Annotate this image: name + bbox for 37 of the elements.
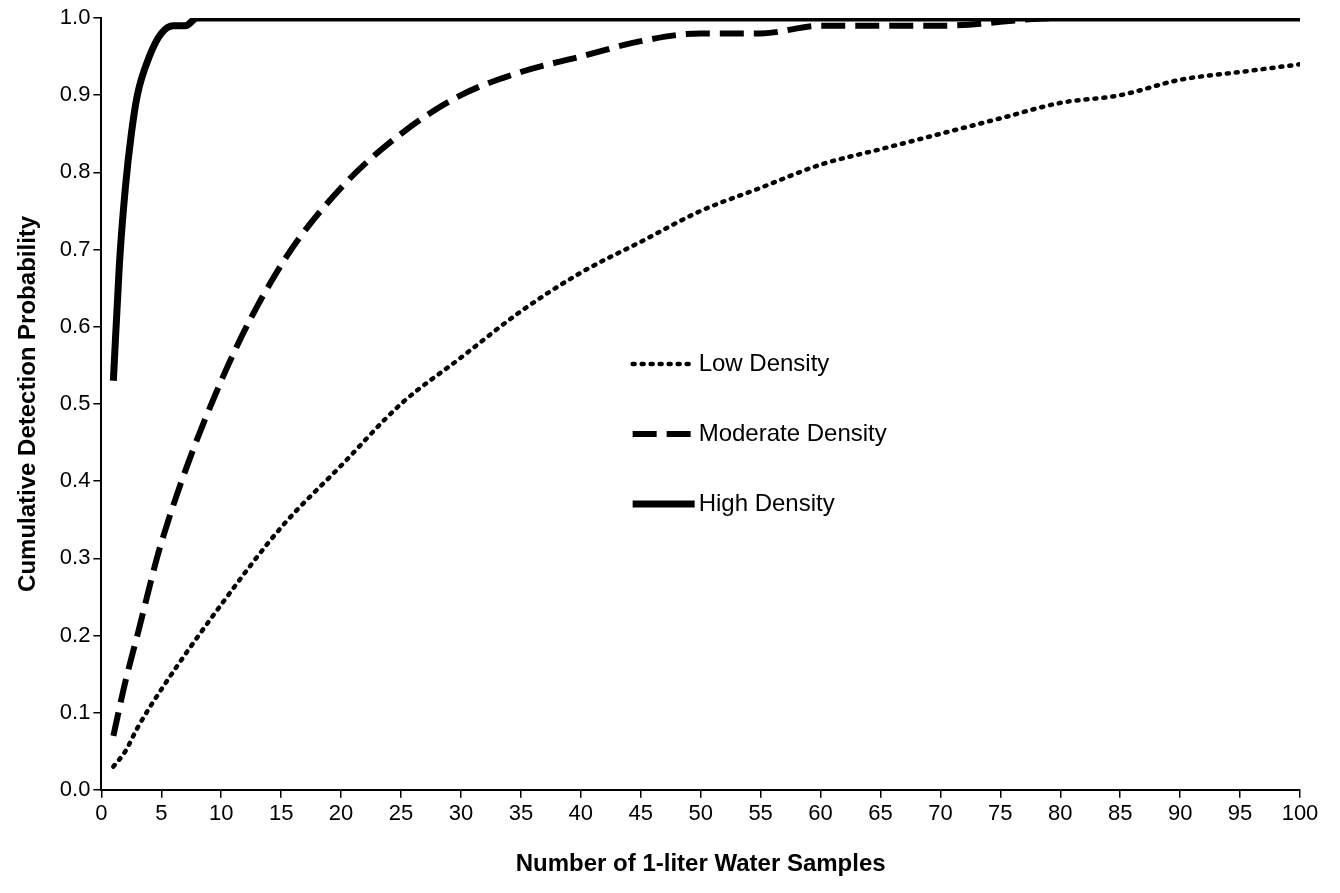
x-tick-label: 40 (568, 800, 594, 826)
x-tick-label: 20 (328, 800, 354, 826)
x-tick-label: 35 (508, 800, 534, 826)
x-tick-label: 15 (268, 800, 294, 826)
y-axis-title: Cumulative Detection Probability (13, 215, 41, 592)
x-tick-label: 45 (628, 800, 653, 826)
x-tick-label: 5 (155, 800, 168, 826)
y-tick-label: 0.8 (59, 158, 91, 184)
x-tick-label: 30 (448, 800, 474, 826)
x-tick-label: 75 (988, 800, 1013, 826)
y-tick-label: 1.0 (59, 4, 91, 30)
x-tick-label: 10 (209, 800, 234, 826)
x-tick-label: 25 (388, 800, 414, 826)
y-tick-label: 0.6 (59, 312, 91, 338)
x-tick-label: 65 (868, 800, 893, 826)
x-tick-label: 70 (928, 800, 953, 826)
x-tick-label: 80 (1048, 800, 1073, 826)
y-tick-label: 0.0 (59, 775, 91, 801)
x-tick-label: 60 (808, 800, 833, 826)
x-tick-label: 55 (748, 800, 773, 826)
x-tick-label: 100 (1281, 800, 1319, 826)
y-tick-label: 0.7 (59, 235, 91, 261)
y-tick-label: 0.5 (59, 389, 91, 415)
x-tick-label: 95 (1227, 800, 1253, 826)
legend-label: Low Density (698, 348, 830, 376)
x-axis-title: Number of 1-liter Water Samples (515, 849, 886, 877)
legend-label: Moderate Density (698, 418, 887, 446)
y-tick-label: 0.9 (59, 81, 91, 107)
y-tick-label: 0.1 (59, 698, 91, 724)
legend-label: High Density (698, 488, 835, 516)
y-tick-label: 0.2 (59, 621, 91, 647)
y-tick-label: 0.3 (59, 544, 91, 570)
x-tick-label: 85 (1107, 800, 1133, 826)
y-tick-label: 0.4 (59, 467, 91, 493)
x-tick-label: 50 (688, 800, 713, 826)
x-tick-label: 90 (1167, 800, 1193, 826)
x-tick-label: 0 (95, 800, 108, 826)
